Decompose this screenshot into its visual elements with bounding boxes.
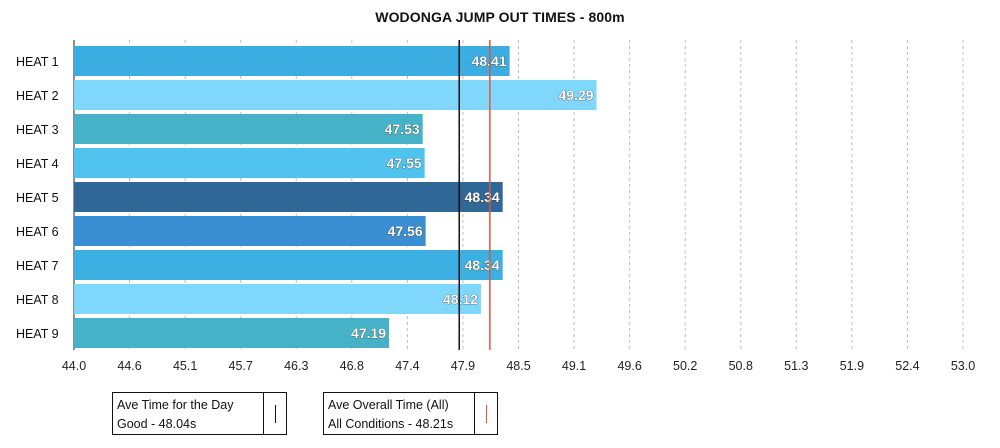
x-tick-label: 51.9	[840, 359, 864, 373]
x-tick-label: 46.3	[284, 359, 308, 373]
bar-value-label: 47.19	[351, 325, 386, 341]
bar	[74, 182, 503, 212]
x-tick-label: 48.5	[506, 359, 530, 373]
x-tick-label: 49.6	[617, 359, 641, 373]
bar-value-label: 49.29	[558, 87, 593, 103]
x-tick-labels: 44.0 44.6 45.1 45.7 46.3 46.8 47.4 47.9 48.5 49.1…	[62, 359, 975, 373]
bar	[74, 284, 481, 314]
bar-value-label: 48.34	[465, 189, 500, 205]
x-tick-label: 45.7	[229, 359, 253, 373]
bar-value-label: 47.56	[388, 223, 423, 239]
category-label: HEAT 3	[16, 123, 59, 137]
chart-title: WODONGA JUMP OUT TIMES - 800m	[375, 9, 625, 25]
legend-overall-average: Ave Overall Time (All) All Conditions - …	[323, 392, 498, 435]
bar-layer: 48.4149.2947.5347.5548.3447.5648.3448.12…	[74, 46, 597, 348]
category-labels: HEAT 1 HEAT 2 HEAT 3 HEAT 4 HEAT 5 HEAT 6 HEAT…	[16, 55, 59, 341]
bar	[74, 80, 597, 110]
legend-overall-average-line2: All Conditions - 48.21s	[328, 417, 454, 431]
x-tick-label: 47.4	[395, 359, 419, 373]
legend-overall-average-text: Ave Overall Time (All) All Conditions - …	[328, 396, 453, 434]
bar-value-label: 47.55	[387, 155, 422, 171]
category-label: HEAT 4	[16, 157, 59, 171]
category-label: HEAT 2	[16, 89, 59, 103]
category-label: HEAT 6	[16, 225, 59, 239]
x-tick-label: 44.0	[62, 359, 86, 373]
x-tick-label: 50.8	[729, 359, 753, 373]
category-label: HEAT 1	[16, 55, 59, 69]
bar-value-label: 48.34	[465, 257, 500, 273]
x-tick-label: 45.1	[173, 359, 197, 373]
bar	[74, 216, 426, 246]
category-label: HEAT 7	[16, 259, 59, 273]
x-tick-label: 50.2	[673, 359, 697, 373]
legend-day-average-line-icon	[275, 405, 276, 423]
reference-lines	[458, 40, 491, 350]
legend-day-average-text: Ave Time for the Day Good - 48.04s	[117, 396, 234, 434]
bar	[74, 114, 423, 144]
x-tick-label: 46.8	[340, 359, 364, 373]
bar	[74, 148, 425, 178]
category-label: HEAT 9	[16, 327, 59, 341]
x-tick-label: 44.6	[117, 359, 141, 373]
category-label: HEAT 8	[16, 293, 59, 307]
legend-day-average: Ave Time for the Day Good - 48.04s	[112, 392, 287, 435]
legend-overall-average-line1: Ave Overall Time (All)	[328, 398, 449, 412]
bar	[74, 250, 503, 280]
bar	[74, 318, 390, 348]
x-tick-label: 49.1	[562, 359, 586, 373]
legend-day-average-line2: Good - 48.04s	[117, 417, 197, 431]
category-label: HEAT 5	[16, 191, 59, 205]
x-tick-label: 52.4	[895, 359, 919, 373]
x-tick-label: 47.9	[451, 359, 475, 373]
bar-chart: 48.4149.2947.5347.5548.3447.5648.3448.12…	[16, 40, 975, 373]
x-tick-label: 53.0	[951, 359, 975, 373]
legend-overall-average-line-icon	[486, 405, 487, 423]
legend-day-average-line1: Ave Time for the Day	[117, 398, 234, 412]
bar	[74, 46, 510, 76]
legend-overall-average-swatch	[474, 393, 497, 434]
x-tick-label: 51.3	[784, 359, 808, 373]
bar-value-label: 47.53	[385, 121, 420, 137]
bar-value-label: 48.12	[443, 291, 478, 307]
legend-day-average-swatch	[263, 393, 286, 434]
